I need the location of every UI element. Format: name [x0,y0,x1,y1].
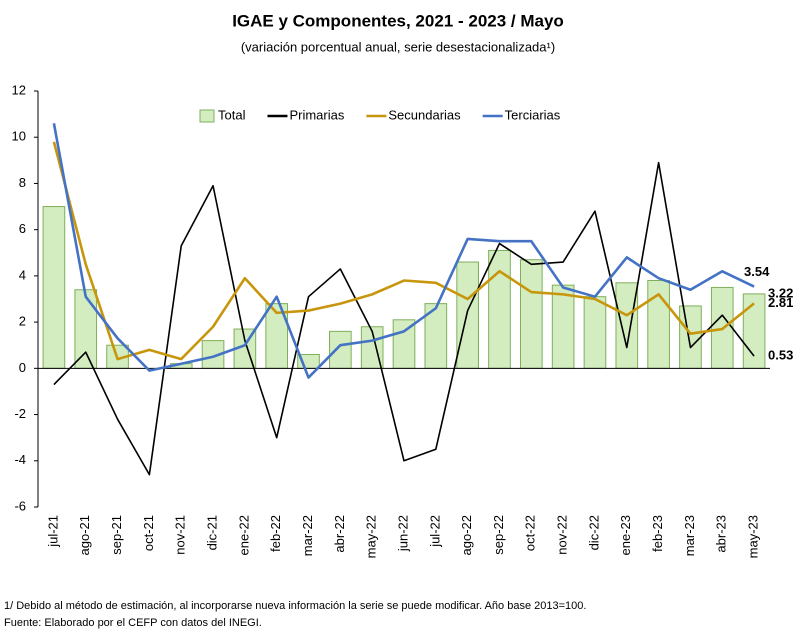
legend-label: Terciarias [505,107,561,122]
value-label: 3.22 [768,285,793,300]
x-tick-label: abr-23 [714,515,729,553]
line [52,123,755,379]
bar [74,289,98,369]
y-tick-label: -2 [14,406,26,421]
x-tick-label: jul-22 [427,515,442,548]
footnote: Fuente: Elaborado por el CEFP con datos … [4,617,262,629]
y-tick-label: -6 [14,498,26,513]
x-tick-label: may-22 [364,515,379,558]
legend-label: Secundarias [388,107,461,122]
line [53,161,755,476]
legend-swatch [199,109,215,123]
chart-title: IGAE y Componentes, 2021 - 2023 / Mayo [232,11,564,30]
bar [583,296,607,369]
y-tick-label: 12 [12,82,26,97]
x-tick-label: abr-22 [332,515,347,553]
x-tick-label: ago-22 [459,515,474,555]
x-tick-label: feb-22 [268,515,283,552]
bar [42,206,66,369]
bar [551,284,575,369]
x-tick-label: dic-22 [586,515,601,550]
y-tick-label: 10 [12,129,26,144]
y-tick-label: 6 [19,221,26,236]
x-tick-label: mar-23 [682,515,697,556]
bar [329,330,352,369]
value-label: 2.81 [768,295,793,310]
x-tick-label: mar-22 [300,515,315,556]
y-tick-label: 2 [19,314,26,329]
x-tick-label: nov-21 [173,515,188,555]
x-tick-label: dic-21 [204,515,219,550]
x-tick-label: sep-21 [109,515,124,555]
bar [456,261,479,369]
x-tick-label: nov-22 [555,515,570,555]
x-tick-label: jun-22 [395,515,410,552]
x-tick-label: feb-23 [650,515,665,552]
legend-label: Total [218,107,246,122]
bar [742,293,766,369]
bar [519,259,543,369]
bar [615,282,639,369]
line [52,141,755,361]
x-tick-label: oct-22 [523,515,538,551]
x-tick-label: may-23 [746,515,761,558]
bar [488,249,511,369]
x-tick-label: ene-23 [618,515,633,555]
y-tick-label: 0 [19,360,26,375]
x-tick-label: ago-21 [77,515,92,555]
footnote: 1/ Debido al método de estimación, al in… [4,600,586,612]
value-label: 0.53 [768,348,793,363]
legend-label: Primarias [289,107,344,122]
y-tick-label: -4 [14,452,26,467]
x-tick-label: ene-22 [236,515,251,555]
value-label: 3.54 [744,264,770,279]
x-tick-label: sep-22 [491,515,506,555]
y-tick-label: 4 [19,267,26,282]
y-tick-label: 8 [19,175,26,190]
x-tick-label: jul-21 [45,515,60,548]
chart-subtitle: (variación porcentual anual, serie deses… [241,39,555,54]
x-tick-label: oct-21 [141,515,156,551]
bar [679,305,702,369]
